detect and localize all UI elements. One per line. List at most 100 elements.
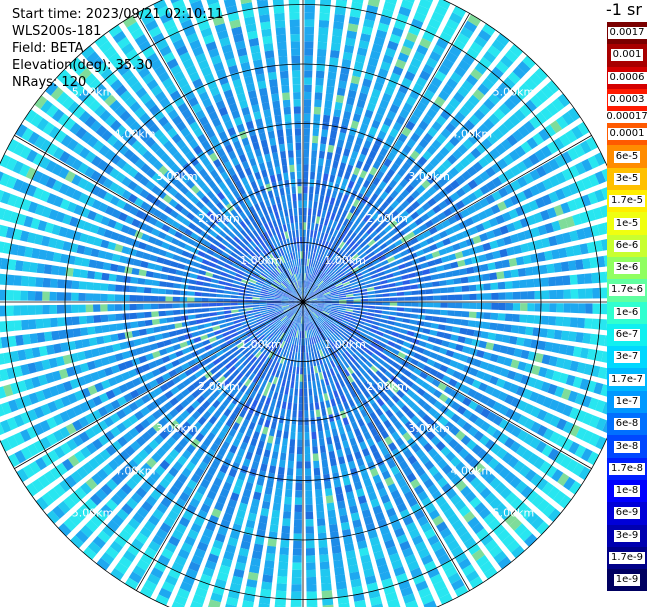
ppi-gate [316, 350, 321, 358]
ppi-gate [336, 139, 345, 148]
ppi-gate [411, 460, 422, 471]
ppi-gate [442, 84, 454, 96]
ppi-gate [348, 16, 360, 25]
ppi-gate [202, 313, 210, 318]
ppi-gate [154, 333, 163, 341]
ppi-gate [389, 128, 399, 138]
ppi-gate [223, 408, 232, 417]
ppi-gate [433, 580, 447, 592]
ppi-gate [327, 327, 334, 334]
ppi-gate [310, 298, 318, 301]
ppi-gate [404, 70, 416, 82]
ppi-gate [483, 566, 498, 580]
ppi-gate [151, 318, 160, 325]
ppi-gate [383, 1, 396, 12]
ppi-gate [391, 431, 401, 441]
ppi-gate [467, 426, 479, 437]
ppi-gate [427, 336, 436, 343]
ppi-gate [407, 454, 418, 465]
ppi-gate [386, 545, 398, 556]
ppi-gate [314, 482, 322, 490]
ppi-gate [328, 315, 336, 320]
ppi-gate [303, 120, 311, 129]
ppi-gate [134, 410, 145, 421]
ppi-gate [213, 477, 223, 487]
ppi-gate [293, 344, 296, 352]
ppi-gate [425, 503, 437, 514]
ppi-gate [198, 461, 208, 471]
ppi-gate [280, 341, 286, 349]
ppi-gate [191, 400, 201, 409]
ppi-gate [367, 291, 375, 295]
ppi-gate [376, 330, 384, 337]
ppi-gate [561, 388, 572, 401]
ppi-gate [269, 343, 276, 351]
ppi-gate [384, 86, 395, 96]
ppi-gate [341, 118, 350, 127]
ppi-gate [163, 401, 173, 411]
ppi-gate [404, 421, 414, 431]
ppi-gate [235, 561, 246, 571]
ppi-gate [304, 316, 307, 324]
ppi-gate [339, 200, 346, 209]
ppi-gate [541, 290, 550, 300]
ppi-gate [223, 310, 232, 315]
ppi-gate [255, 424, 263, 433]
ppi-gate [226, 383, 235, 392]
ppi-gate [366, 283, 374, 288]
ppi-gate [312, 312, 318, 319]
ppi-gate [384, 539, 396, 549]
ppi-gate [334, 566, 345, 576]
ppi-gate [394, 239, 403, 247]
ppi-gate [326, 151, 333, 160]
ppi-gate [324, 304, 332, 307]
ppi-gate [343, 44, 355, 54]
ppi-gate [414, 144, 425, 155]
ppi-gate [482, 220, 492, 230]
ppi-gate [438, 200, 448, 210]
ppi-gate [437, 0, 451, 10]
ppi-gate [413, 243, 422, 251]
ppi-gate [327, 443, 334, 452]
ppi-gate [368, 357, 376, 365]
ppi-gate [356, 192, 364, 201]
ppi-gate [280, 452, 287, 461]
ppi-gate [365, 247, 373, 255]
ppi-gate [277, 331, 284, 339]
ppi-gate [286, 328, 292, 335]
ppi-gate [386, 324, 394, 330]
ppi-gate [279, 386, 285, 394]
ppi-gate [70, 470, 83, 484]
ppi-gate [509, 383, 519, 394]
ppi-gate [310, 366, 314, 374]
ppi-gate [473, 109, 486, 121]
ppi-gate [178, 516, 191, 528]
ppi-gate [521, 203, 532, 214]
ppi-gate [580, 347, 589, 359]
ppi-gate [261, 456, 270, 465]
ppi-gate [387, 320, 395, 326]
ppi-gate [391, 266, 400, 272]
ppi-gate [468, 458, 480, 469]
ppi-gate [240, 384, 248, 393]
ppi-gate [547, 508, 561, 522]
ppi-gate [29, 333, 39, 344]
ppi-gate [405, 120, 416, 131]
ppi-gate [327, 204, 334, 213]
ppi-gate [491, 388, 502, 399]
ppi-gate [445, 451, 456, 462]
ppi-gate [348, 564, 359, 574]
ppi-gate [294, 315, 298, 323]
ppi-gate [570, 303, 579, 314]
ppi-gate [511, 426, 522, 438]
ppi-gate [333, 109, 342, 118]
ppi-gate [36, 332, 46, 343]
ppi-gate [369, 270, 377, 276]
ppi-gate [326, 407, 333, 416]
ppi-gate [313, 387, 318, 396]
ppi-gate [346, 557, 358, 567]
ppi-gate [378, 68, 389, 78]
ppi-gate [315, 409, 321, 418]
ppi-gate [391, 248, 400, 255]
ppi-gate [366, 437, 375, 447]
